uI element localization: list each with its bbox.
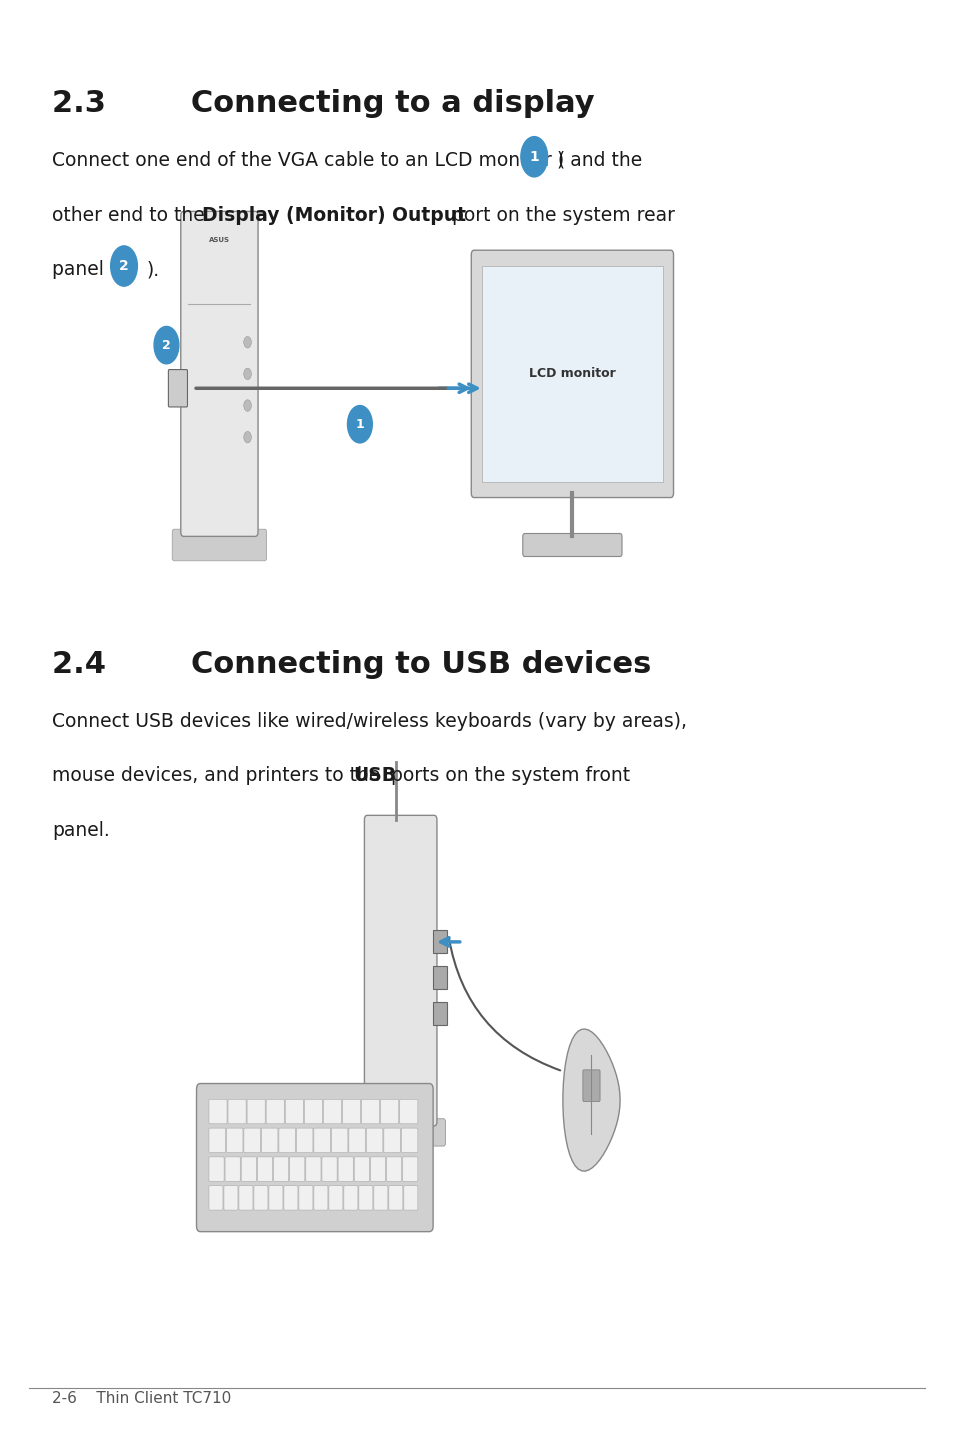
FancyBboxPatch shape (238, 1185, 253, 1211)
FancyBboxPatch shape (354, 1158, 369, 1182)
Circle shape (243, 431, 251, 443)
Text: ).: ). (147, 260, 160, 279)
FancyBboxPatch shape (304, 1099, 322, 1125)
FancyBboxPatch shape (402, 1158, 417, 1182)
FancyBboxPatch shape (284, 1185, 297, 1211)
FancyBboxPatch shape (433, 930, 447, 953)
Text: Connect one end of the VGA cable to an LCD monitor (: Connect one end of the VGA cable to an L… (52, 151, 565, 170)
FancyBboxPatch shape (343, 1185, 357, 1211)
Text: port on the system rear: port on the system rear (445, 206, 674, 224)
FancyBboxPatch shape (364, 815, 436, 1126)
Circle shape (243, 336, 251, 348)
FancyBboxPatch shape (296, 1127, 313, 1153)
FancyBboxPatch shape (314, 1127, 330, 1153)
FancyBboxPatch shape (274, 1158, 289, 1182)
FancyBboxPatch shape (247, 1099, 265, 1125)
FancyBboxPatch shape (323, 1099, 341, 1125)
FancyBboxPatch shape (331, 1127, 348, 1153)
FancyBboxPatch shape (433, 1002, 447, 1025)
Text: mouse devices, and printers to the: mouse devices, and printers to the (52, 766, 386, 785)
FancyBboxPatch shape (361, 1099, 379, 1125)
FancyBboxPatch shape (582, 1070, 599, 1102)
FancyBboxPatch shape (266, 1099, 284, 1125)
FancyBboxPatch shape (225, 1158, 240, 1182)
Text: 2.3        Connecting to a display: 2.3 Connecting to a display (52, 89, 595, 118)
Text: USB: USB (353, 766, 395, 785)
Text: 2: 2 (162, 338, 171, 352)
Text: panel.: panel. (52, 821, 111, 840)
FancyBboxPatch shape (224, 1185, 237, 1211)
FancyBboxPatch shape (358, 1185, 373, 1211)
FancyBboxPatch shape (241, 1158, 256, 1182)
FancyBboxPatch shape (386, 1158, 401, 1182)
Text: panel (: panel ( (52, 260, 117, 279)
FancyBboxPatch shape (370, 1158, 385, 1182)
Circle shape (111, 246, 137, 286)
FancyBboxPatch shape (403, 1185, 417, 1211)
FancyBboxPatch shape (168, 370, 187, 407)
FancyBboxPatch shape (172, 529, 266, 561)
FancyBboxPatch shape (298, 1185, 313, 1211)
FancyBboxPatch shape (314, 1185, 328, 1211)
FancyBboxPatch shape (321, 1158, 336, 1182)
FancyBboxPatch shape (329, 1185, 342, 1211)
Text: 1: 1 (355, 417, 364, 431)
Polygon shape (562, 1030, 619, 1171)
FancyBboxPatch shape (399, 1099, 417, 1125)
Text: other end to the: other end to the (52, 206, 211, 224)
FancyBboxPatch shape (269, 1185, 283, 1211)
Text: Connect USB devices like wired/wireless keyboards (vary by areas),: Connect USB devices like wired/wireless … (52, 712, 687, 731)
FancyBboxPatch shape (209, 1127, 225, 1153)
Text: ports on the system front: ports on the system front (385, 766, 630, 785)
FancyBboxPatch shape (401, 1127, 417, 1153)
FancyBboxPatch shape (471, 250, 673, 498)
FancyBboxPatch shape (389, 1185, 402, 1211)
Text: ASUS: ASUS (209, 237, 230, 243)
FancyBboxPatch shape (209, 1099, 227, 1125)
FancyBboxPatch shape (228, 1099, 246, 1125)
Circle shape (520, 137, 547, 177)
Circle shape (243, 368, 251, 380)
Circle shape (243, 400, 251, 411)
FancyBboxPatch shape (209, 1158, 224, 1182)
Circle shape (153, 326, 178, 364)
FancyBboxPatch shape (209, 1185, 223, 1211)
FancyBboxPatch shape (226, 1127, 243, 1153)
FancyBboxPatch shape (355, 1119, 445, 1146)
FancyBboxPatch shape (244, 1127, 260, 1153)
FancyBboxPatch shape (278, 1127, 295, 1153)
FancyBboxPatch shape (383, 1127, 400, 1153)
FancyBboxPatch shape (253, 1185, 268, 1211)
FancyBboxPatch shape (285, 1099, 303, 1125)
FancyBboxPatch shape (380, 1099, 398, 1125)
FancyBboxPatch shape (180, 211, 257, 536)
Circle shape (347, 406, 372, 443)
FancyBboxPatch shape (342, 1099, 360, 1125)
FancyBboxPatch shape (196, 1084, 433, 1231)
FancyBboxPatch shape (374, 1185, 388, 1211)
FancyBboxPatch shape (261, 1127, 277, 1153)
Text: 2.4        Connecting to USB devices: 2.4 Connecting to USB devices (52, 650, 651, 679)
FancyBboxPatch shape (481, 266, 662, 482)
FancyBboxPatch shape (290, 1158, 305, 1182)
Text: LCD monitor: LCD monitor (529, 367, 615, 381)
FancyBboxPatch shape (522, 533, 621, 557)
Text: 1: 1 (529, 150, 538, 164)
FancyBboxPatch shape (257, 1158, 273, 1182)
Text: 2: 2 (119, 259, 129, 273)
FancyBboxPatch shape (366, 1127, 382, 1153)
Text: Display (Monitor) Output: Display (Monitor) Output (202, 206, 466, 224)
FancyBboxPatch shape (306, 1158, 320, 1182)
FancyBboxPatch shape (337, 1158, 353, 1182)
FancyBboxPatch shape (349, 1127, 365, 1153)
Text: 2-6    Thin Client TC710: 2-6 Thin Client TC710 (52, 1392, 232, 1406)
Text: ) and the: ) and the (557, 151, 641, 170)
FancyBboxPatch shape (433, 966, 447, 989)
